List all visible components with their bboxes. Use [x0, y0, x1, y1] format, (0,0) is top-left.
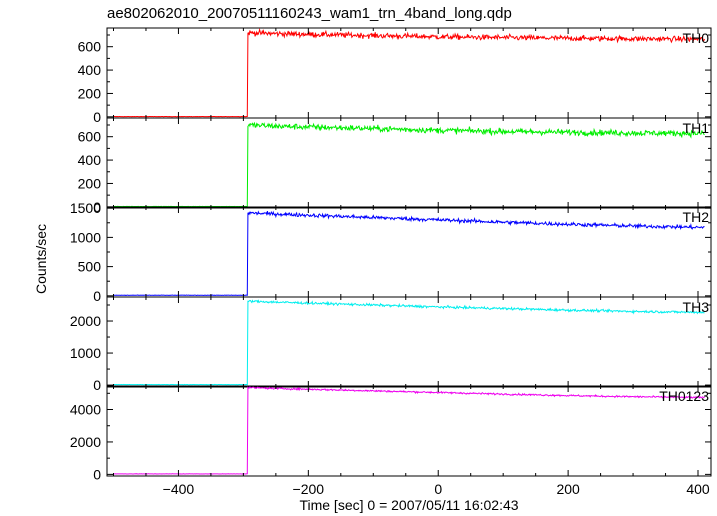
panel-th2: 0 500 1000 1500 TH2	[70, 200, 712, 304]
chart-title: ae802062010_20070511160243_wam1_trn_4ban…	[107, 5, 512, 22]
y-tick-label: 1000	[70, 345, 101, 361]
y-tick-label: 2000	[70, 434, 101, 450]
y-tick-label: 4000	[70, 402, 101, 418]
panel-label: TH1	[683, 120, 710, 136]
x-tick-label: 0	[434, 481, 442, 497]
y-tick-label: 1000	[70, 229, 101, 245]
panel-th0: 0 200 400 600 TH0	[78, 27, 712, 125]
y-tick-label: 0	[93, 109, 101, 125]
panel-frame	[106, 27, 712, 119]
y-tick-label: 600	[78, 129, 102, 145]
series-th3	[113, 299, 705, 386]
panel-frame	[106, 117, 712, 209]
panel-th1: 0 200 400 600 TH1	[78, 117, 712, 215]
y-tick-label: 0	[93, 466, 101, 482]
x-axis-label: Time [sec] 0 = 2007/05/11 16:02:43	[299, 497, 518, 513]
y-tick-label: 400	[78, 62, 102, 78]
panel-frame	[106, 296, 712, 388]
x-tick-label: −200	[293, 481, 325, 497]
y-tick-label: 400	[78, 152, 102, 168]
y-tick-label: 500	[78, 259, 102, 275]
y-tick-label: 2000	[70, 313, 101, 329]
y-tick-label: 1500	[70, 200, 101, 216]
panel-label: TH3	[683, 299, 710, 315]
panels: 0 200 400 600 TH0 0 200 400 600 TH1 0 500 1000 1500 TH…	[70, 27, 712, 497]
y-tick-label: 0	[93, 199, 101, 215]
panel-th3: 0 1000 2000 TH3	[70, 296, 712, 393]
y-tick-label: 0	[93, 377, 101, 393]
panel-label: TH0	[683, 30, 710, 46]
x-tick-label: 400	[686, 481, 710, 497]
series-th2	[113, 210, 705, 297]
panel-label: TH0123	[659, 388, 709, 404]
panel-label: TH2	[683, 209, 710, 225]
series-th0	[113, 27, 705, 118]
y-tick-label: 200	[78, 175, 102, 191]
x-tick-label: −400	[163, 481, 195, 497]
series-th1	[113, 121, 705, 208]
y-axis-label: Counts/sec	[33, 224, 49, 294]
y-tick-label: 200	[78, 85, 102, 101]
x-tick-label: 200	[556, 481, 580, 497]
panel-frame	[106, 385, 712, 477]
panel-th0123: 0 2000 4000 TH0123	[70, 385, 712, 482]
y-tick-label: 600	[78, 39, 102, 55]
y-tick-label: 0	[93, 288, 101, 304]
series-th0123	[113, 385, 705, 475]
